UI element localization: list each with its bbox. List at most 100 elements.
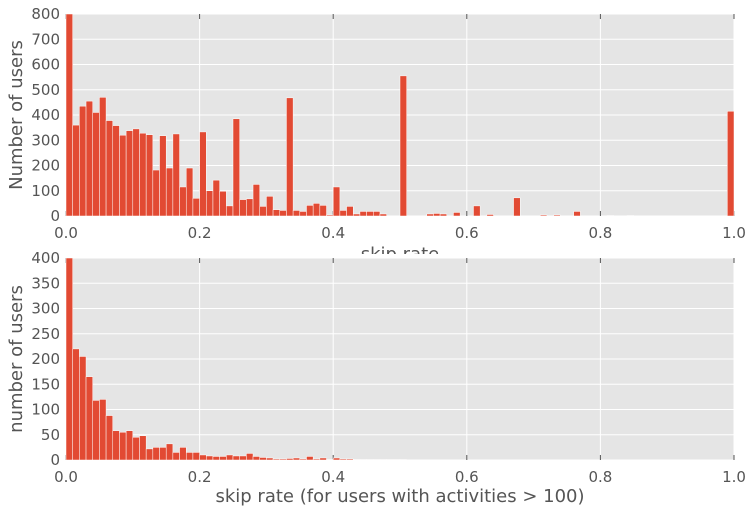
histogram-bar xyxy=(319,457,327,461)
histogram-bar xyxy=(279,210,287,217)
x-tick-label: 0.6 xyxy=(455,224,479,242)
histogram-bar xyxy=(199,454,207,461)
bottom-bars xyxy=(65,257,407,461)
histogram-bar xyxy=(99,399,107,461)
histogram-bar xyxy=(246,198,254,217)
histogram-bar xyxy=(132,437,140,461)
y-tick-label: 200 xyxy=(31,157,60,175)
histogram-bar xyxy=(352,459,361,461)
histogram-bar xyxy=(105,120,114,217)
bottom-chart: 0.0 0.2 0.4 0.6 0.8 1.0 0 50 100 150 200 250 300 350… xyxy=(6,249,746,507)
y-tick-label: 50 xyxy=(41,426,60,444)
x-tick-label: 0.4 xyxy=(321,224,345,242)
histogram-bar xyxy=(239,455,247,461)
x-tick-label: 0.6 xyxy=(455,468,479,486)
panel-separator xyxy=(0,254,752,258)
bottom-y-tick-labels: 0 50 100 150 200 250 300 350 400 xyxy=(31,249,60,469)
histogram-bar xyxy=(312,203,321,217)
histogram-bar xyxy=(453,212,461,217)
histogram-bar xyxy=(286,97,294,217)
histogram-bar xyxy=(152,447,160,461)
histogram-bar xyxy=(272,209,281,217)
histogram-bar xyxy=(379,213,387,217)
histogram-bar xyxy=(72,348,80,461)
histogram-bar xyxy=(79,356,87,461)
histogram-bar xyxy=(206,455,214,461)
y-tick-label: 350 xyxy=(31,274,60,292)
histogram-bar xyxy=(473,205,481,217)
histogram-bar xyxy=(125,130,134,217)
histogram-bar xyxy=(433,213,441,217)
x-tick-label: 0.0 xyxy=(54,224,78,242)
x-tick-label: 1.0 xyxy=(722,224,746,242)
histogram-bar xyxy=(279,458,287,461)
histogram-bar xyxy=(259,457,267,461)
histogram-bar xyxy=(272,458,281,461)
top-y-axis-label: Number of users xyxy=(6,40,27,190)
y-tick-label: 500 xyxy=(31,81,60,99)
x-tick-label: 0.4 xyxy=(321,468,345,486)
histogram-bar xyxy=(159,447,167,461)
histogram-bar xyxy=(159,135,167,217)
histogram-bar xyxy=(92,112,100,217)
histogram-bar xyxy=(112,430,120,461)
y-tick-label: 800 xyxy=(31,5,60,23)
histogram-bar xyxy=(119,134,127,217)
histogram-bar xyxy=(132,128,140,217)
histogram-bar xyxy=(219,456,227,461)
y-tick-label: 600 xyxy=(31,56,60,74)
histogram-bar xyxy=(339,210,347,217)
histogram-bar xyxy=(332,457,341,461)
histogram-bar xyxy=(326,214,334,217)
histogram-bar xyxy=(286,458,294,461)
histogram-bar xyxy=(219,191,227,217)
histogram-bar xyxy=(99,97,107,217)
histogram-bar xyxy=(125,430,134,461)
bottom-x-axis-label: skip rate (for users with activities > 1… xyxy=(215,486,584,507)
histogram-bar xyxy=(179,186,187,217)
y-tick-label: 0 xyxy=(50,207,60,225)
histogram-bar xyxy=(299,458,307,461)
y-tick-label: 0 xyxy=(50,451,60,469)
histogram-bar xyxy=(172,133,180,217)
histogram-bar xyxy=(212,456,220,461)
histogram-bar xyxy=(85,376,93,461)
y-tick-label: 700 xyxy=(31,30,60,48)
histogram-bar xyxy=(259,206,267,217)
histogram-bar xyxy=(65,13,73,217)
y-tick-label: 300 xyxy=(31,131,60,149)
histogram-bar xyxy=(306,205,314,217)
histogram-bar xyxy=(312,458,321,461)
histogram-bar xyxy=(573,211,581,217)
y-tick-label: 400 xyxy=(31,249,60,267)
x-tick-label: 0.2 xyxy=(188,468,212,486)
histogram-bar xyxy=(359,459,367,461)
y-tick-label: 200 xyxy=(31,350,60,368)
histogram-bar xyxy=(192,452,200,461)
y-tick-label: 150 xyxy=(31,375,60,393)
histogram-bar xyxy=(393,459,401,461)
x-tick-label: 1.0 xyxy=(722,468,746,486)
histogram-bar xyxy=(92,400,100,461)
histogram-bar xyxy=(139,132,147,217)
histogram-bar xyxy=(105,415,114,461)
bottom-y-axis-label: number of users xyxy=(6,285,27,433)
x-tick-label: 0.0 xyxy=(54,468,78,486)
histogram-bar xyxy=(206,190,214,217)
histogram-bar xyxy=(306,456,314,461)
histogram-bar xyxy=(386,459,394,461)
histogram-bar xyxy=(266,196,274,217)
histogram-bar xyxy=(553,214,561,217)
y-tick-label: 400 xyxy=(31,106,60,124)
histogram-bar xyxy=(379,459,387,461)
histogram-bar xyxy=(266,457,274,461)
histogram-bar xyxy=(359,211,367,217)
histogram-bar xyxy=(366,211,374,217)
y-tick-label: 100 xyxy=(31,182,60,200)
histogram-bar xyxy=(185,167,194,217)
histogram-bar xyxy=(145,134,154,217)
histogram-bar xyxy=(332,186,341,217)
histogram-bar xyxy=(486,214,494,217)
histogram-bar xyxy=(346,458,354,461)
